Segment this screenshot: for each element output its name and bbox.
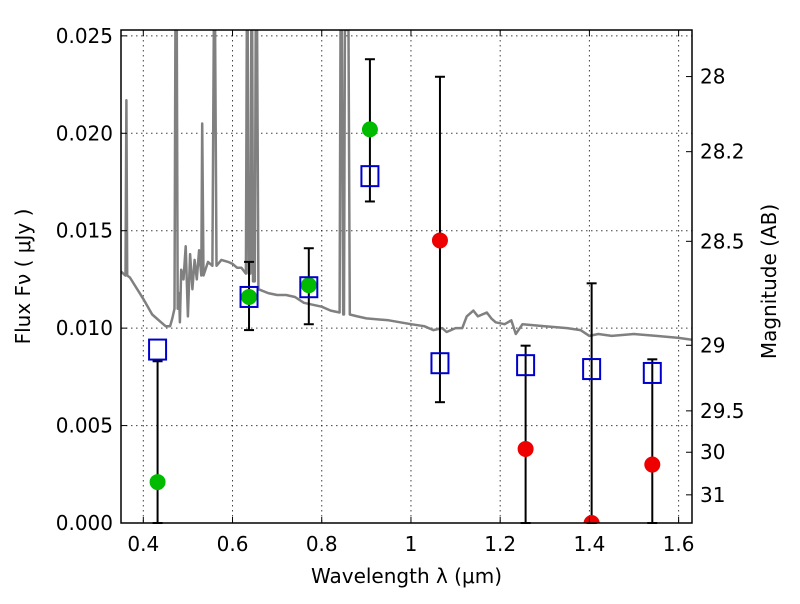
blue-square-point — [516, 354, 536, 377]
x-tick-label: 1 — [405, 532, 418, 556]
x-tick-label: 0.4 — [127, 532, 159, 556]
y2-tick-label: 31 — [700, 483, 725, 507]
photometry-points — [148, 121, 662, 523]
model-spectrum-line — [121, 30, 692, 342]
y-tick-label: 0.025 — [56, 24, 113, 48]
y2-tick-label: 28.5 — [700, 229, 745, 253]
blue-square-point — [148, 338, 168, 361]
green-point — [241, 288, 258, 305]
y2-tick-label: 29 — [700, 333, 725, 357]
y-tick-label: 0.000 — [56, 511, 113, 535]
red-point — [583, 515, 600, 523]
y2-tick-label: 29.5 — [700, 399, 745, 423]
x-tick-label: 1.6 — [663, 532, 695, 556]
axis-labels: Wavelength λ (μm) Flux Fν ( μJy ) Magnit… — [11, 204, 781, 588]
model-spectrum — [121, 30, 692, 342]
x-tick-label: 0.8 — [306, 532, 338, 556]
y-tick-label: 0.010 — [56, 316, 113, 340]
red-point — [431, 232, 448, 249]
blue-square-point — [430, 352, 450, 375]
y2-tick-label: 28 — [700, 65, 725, 89]
blue-square-point — [239, 285, 259, 308]
x-tick-label: 1.4 — [573, 532, 605, 556]
blue-square-point — [299, 276, 319, 299]
y-axis-label: Flux Fν ( μJy ) — [11, 209, 35, 345]
green-point — [361, 121, 378, 138]
green-point — [149, 474, 166, 491]
plot-frame — [120, 29, 693, 524]
x-tick-label: 0.6 — [217, 532, 249, 556]
red-point — [517, 440, 534, 457]
y2-axis-label: Magnitude (AB) — [757, 204, 781, 359]
x-axis-label: Wavelength λ (μm) — [311, 564, 502, 588]
blue-square-point — [642, 361, 662, 384]
y-tick-label: 0.020 — [56, 121, 113, 145]
x-tick-label: 1.2 — [484, 532, 516, 556]
y-tick-label: 0.005 — [56, 414, 113, 438]
y2-tick-label: 30 — [700, 440, 725, 464]
y-tick-label: 0.015 — [56, 219, 113, 243]
error-bars — [152, 58, 658, 524]
blue-square-point — [582, 358, 602, 381]
axis-ticks: 0.4 0.6 0.8 1 1.2 1.4 1.6 0.000 0.005 0.010 0.015 0… — [56, 24, 745, 556]
red-point — [644, 456, 661, 473]
grid — [121, 30, 692, 524]
y2-tick-label: 28.2 — [700, 140, 745, 164]
green-point — [300, 277, 317, 294]
blue-square-point — [360, 165, 380, 188]
